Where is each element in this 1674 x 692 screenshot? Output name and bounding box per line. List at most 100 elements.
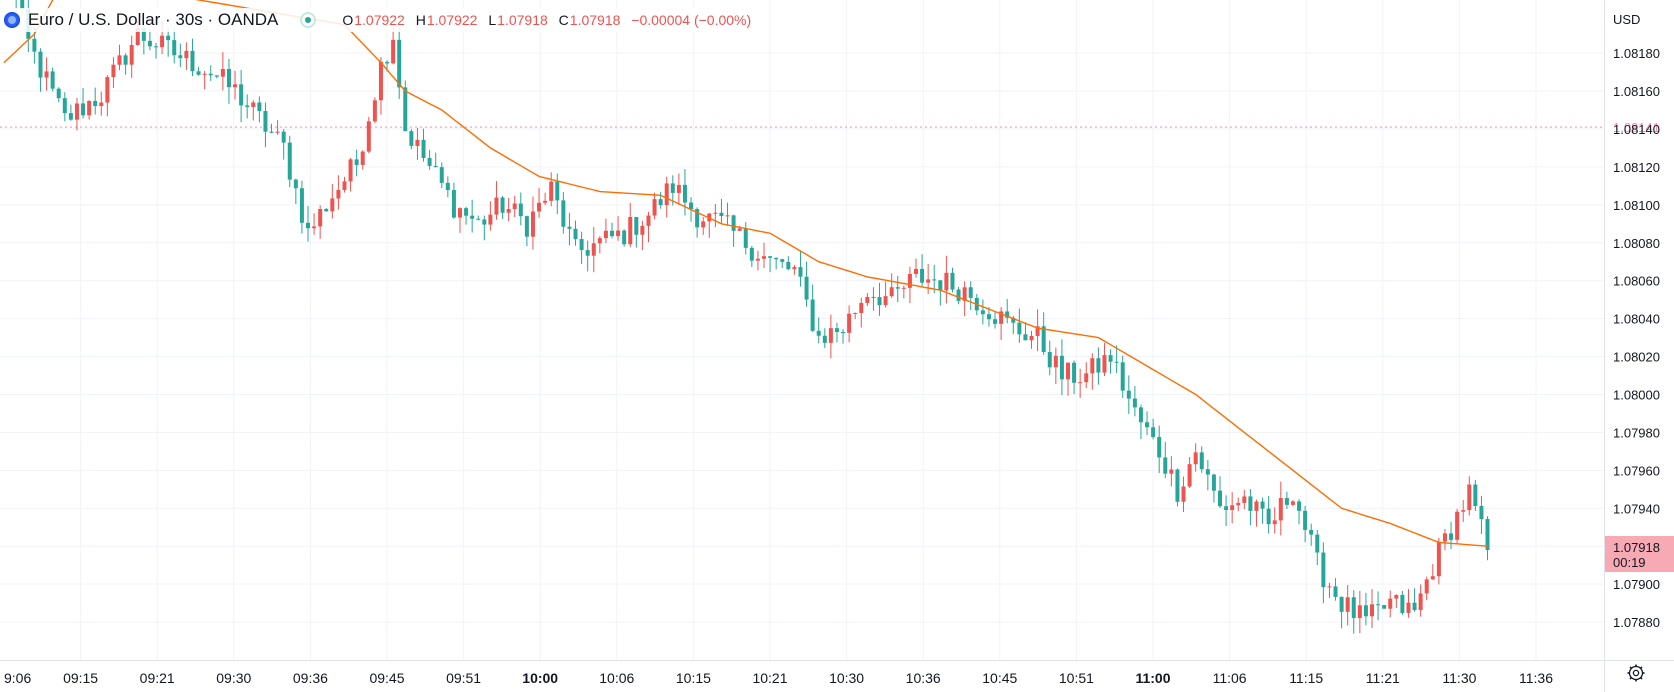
candle <box>366 116 371 154</box>
candle <box>822 328 827 349</box>
candle-body <box>324 209 329 212</box>
candle-body <box>1193 452 1198 465</box>
change-value: −0.00004 (−0.00%) <box>631 12 752 28</box>
candle-body <box>603 230 608 239</box>
candle <box>1059 339 1064 396</box>
candle-body <box>178 55 183 59</box>
candle-body <box>834 328 839 333</box>
candle <box>1339 596 1344 629</box>
candle <box>87 100 92 120</box>
candle-body <box>755 258 760 261</box>
candle <box>99 91 104 116</box>
candle-body <box>1132 398 1137 408</box>
candle-body <box>713 212 718 214</box>
candle <box>257 96 262 123</box>
candle <box>798 250 803 287</box>
candle-body <box>147 40 152 47</box>
candle <box>1461 500 1466 522</box>
candle-body <box>1108 355 1113 362</box>
candle <box>780 258 785 269</box>
candle-body <box>214 75 219 77</box>
candle <box>585 240 590 272</box>
candle-body <box>476 218 481 220</box>
symbol-title[interactable]: Euro / U.S. Dollar · 30s · OANDA <box>28 10 279 29</box>
candle <box>877 282 882 316</box>
candle <box>792 264 797 275</box>
candle <box>500 195 505 219</box>
candle-body <box>622 230 627 245</box>
candle-body <box>926 279 931 283</box>
candle <box>573 220 578 246</box>
candle-body <box>1363 605 1368 617</box>
candle-body <box>257 102 262 112</box>
candle-body <box>743 228 748 248</box>
price-tick-label: 1.08140 <box>1613 122 1660 137</box>
candle-body <box>105 77 110 103</box>
candle-body <box>932 279 937 281</box>
candle <box>464 206 469 225</box>
candle-body <box>841 332 846 334</box>
candle-body <box>506 209 511 213</box>
candle-body <box>780 259 785 262</box>
candle-body <box>360 151 365 165</box>
visibility-eye-icon[interactable] <box>300 12 317 28</box>
candle <box>1047 340 1052 376</box>
candle-body <box>968 287 973 298</box>
candle-body <box>318 209 323 227</box>
candle <box>1260 497 1265 524</box>
chart-settings-gear-icon[interactable] <box>1627 664 1645 682</box>
candle-body <box>306 222 310 229</box>
candle-body <box>1157 437 1162 458</box>
candle <box>1357 590 1362 633</box>
currency-button[interactable]: USD <box>1604 7 1668 33</box>
candle <box>1163 441 1168 479</box>
candle <box>938 279 943 306</box>
candle <box>1284 491 1289 509</box>
candle <box>1309 523 1314 546</box>
candle <box>1363 592 1368 626</box>
candle <box>920 254 925 288</box>
candle <box>360 150 365 170</box>
candle <box>1479 495 1484 535</box>
candle <box>312 213 317 235</box>
candle-body <box>1102 355 1107 373</box>
candle-body <box>1163 457 1168 474</box>
candle <box>1376 591 1381 621</box>
candle-body <box>1041 326 1046 353</box>
time-tick-label: 10:15 <box>676 670 711 686</box>
time-tick-label: 11:00 <box>1135 670 1170 686</box>
candle-body <box>1181 486 1186 502</box>
candle <box>1157 425 1162 473</box>
close-label: C <box>558 12 569 28</box>
candle-body <box>859 302 864 313</box>
price-tick-label: 1.08100 <box>1613 198 1660 213</box>
time-tick-label: 09:30 <box>216 670 251 686</box>
candle-body <box>123 55 128 65</box>
candle-body <box>1382 605 1387 609</box>
price-tick-label: 1.07900 <box>1613 577 1660 592</box>
candle-body <box>299 188 304 223</box>
candle-body <box>135 27 140 46</box>
candle <box>184 42 189 71</box>
candle <box>336 175 341 210</box>
candle <box>926 263 931 294</box>
candle-body <box>768 256 773 258</box>
marker-price-label: 1.08141 <box>1613 120 1660 135</box>
candle <box>105 75 110 117</box>
candle-body <box>1272 520 1277 525</box>
candle <box>1382 604 1387 609</box>
candle <box>749 246 754 267</box>
candle-body <box>62 98 67 114</box>
candle-body <box>1461 510 1466 512</box>
candle <box>117 44 122 71</box>
candle-body <box>263 111 268 132</box>
candle <box>901 285 906 299</box>
candle-body <box>737 228 742 231</box>
candle-body <box>725 215 730 217</box>
candle-body <box>269 131 274 133</box>
candle-body <box>275 131 280 133</box>
candle <box>1041 312 1046 355</box>
price-scale-labels: 1.078801.079001.079201.079401.079601.079… <box>1613 46 1660 630</box>
